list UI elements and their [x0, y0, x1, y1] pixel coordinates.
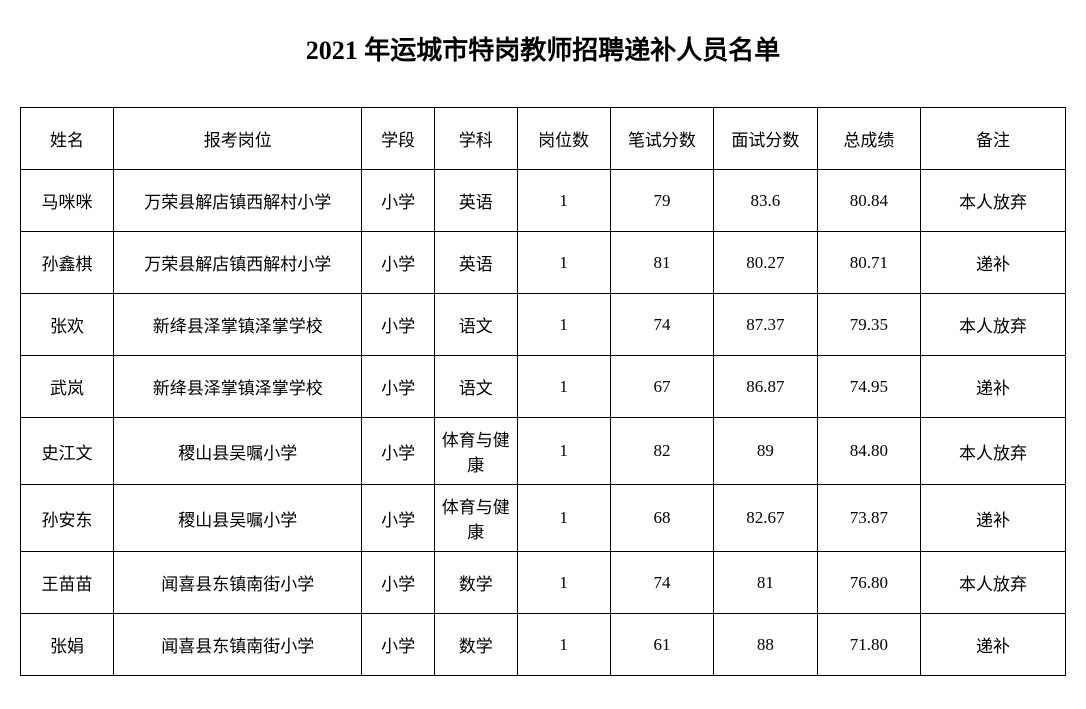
cell-postcount: 1 — [517, 418, 610, 485]
cell-position: 新绛县泽掌镇泽掌学校 — [114, 356, 362, 418]
cell-written: 74 — [610, 294, 713, 356]
cell-interview: 86.87 — [714, 356, 817, 418]
cell-subject: 数学 — [434, 552, 517, 614]
cell-name: 马咪咪 — [21, 170, 114, 232]
header-total: 总成绩 — [817, 108, 920, 170]
cell-remark: 递补 — [921, 614, 1066, 676]
cell-postcount: 1 — [517, 552, 610, 614]
cell-position: 稷山县吴嘱小学 — [114, 485, 362, 552]
cell-stage: 小学 — [362, 418, 434, 485]
cell-stage: 小学 — [362, 294, 434, 356]
cell-position: 万荣县解店镇西解村小学 — [114, 232, 362, 294]
cell-total: 80.71 — [817, 232, 920, 294]
cell-subject: 英语 — [434, 232, 517, 294]
cell-postcount: 1 — [517, 614, 610, 676]
cell-name: 孙安东 — [21, 485, 114, 552]
cell-remark: 本人放弃 — [921, 294, 1066, 356]
table-row: 张娟 闻喜县东镇南街小学 小学 数学 1 61 88 71.80 递补 — [21, 614, 1066, 676]
cell-stage: 小学 — [362, 485, 434, 552]
cell-name: 孙鑫棋 — [21, 232, 114, 294]
header-postcount: 岗位数 — [517, 108, 610, 170]
cell-written: 68 — [610, 485, 713, 552]
table-row: 武岚 新绛县泽掌镇泽掌学校 小学 语文 1 67 86.87 74.95 递补 — [21, 356, 1066, 418]
cell-postcount: 1 — [517, 294, 610, 356]
cell-subject: 语文 — [434, 294, 517, 356]
header-position: 报考岗位 — [114, 108, 362, 170]
cell-subject: 体育与健康 — [434, 485, 517, 552]
cell-subject: 体育与健康 — [434, 418, 517, 485]
table-row: 孙安东 稷山县吴嘱小学 小学 体育与健康 1 68 82.67 73.87 递补 — [21, 485, 1066, 552]
cell-total: 73.87 — [817, 485, 920, 552]
cell-total: 79.35 — [817, 294, 920, 356]
cell-stage: 小学 — [362, 356, 434, 418]
cell-total: 84.80 — [817, 418, 920, 485]
header-name: 姓名 — [21, 108, 114, 170]
cell-stage: 小学 — [362, 170, 434, 232]
header-written: 笔试分数 — [610, 108, 713, 170]
header-stage: 学段 — [362, 108, 434, 170]
cell-position: 新绛县泽掌镇泽掌学校 — [114, 294, 362, 356]
cell-written: 74 — [610, 552, 713, 614]
cell-interview: 83.6 — [714, 170, 817, 232]
cell-interview: 87.37 — [714, 294, 817, 356]
cell-stage: 小学 — [362, 232, 434, 294]
table-row: 史江文 稷山县吴嘱小学 小学 体育与健康 1 82 89 84.80 本人放弃 — [21, 418, 1066, 485]
personnel-table: 姓名 报考岗位 学段 学科 岗位数 笔试分数 面试分数 总成绩 备注 马咪咪 万… — [20, 107, 1066, 676]
cell-subject: 英语 — [434, 170, 517, 232]
header-subject: 学科 — [434, 108, 517, 170]
cell-remark: 递补 — [921, 356, 1066, 418]
cell-interview: 89 — [714, 418, 817, 485]
cell-postcount: 1 — [517, 356, 610, 418]
cell-postcount: 1 — [517, 232, 610, 294]
cell-total: 80.84 — [817, 170, 920, 232]
cell-written: 61 — [610, 614, 713, 676]
cell-subject: 数学 — [434, 614, 517, 676]
cell-stage: 小学 — [362, 614, 434, 676]
cell-interview: 82.67 — [714, 485, 817, 552]
cell-remark: 本人放弃 — [921, 552, 1066, 614]
cell-remark: 本人放弃 — [921, 418, 1066, 485]
cell-interview: 88 — [714, 614, 817, 676]
cell-written: 79 — [610, 170, 713, 232]
cell-position: 稷山县吴嘱小学 — [114, 418, 362, 485]
cell-interview: 80.27 — [714, 232, 817, 294]
header-remark: 备注 — [921, 108, 1066, 170]
cell-name: 张娟 — [21, 614, 114, 676]
cell-total: 71.80 — [817, 614, 920, 676]
cell-name: 张欢 — [21, 294, 114, 356]
cell-interview: 81 — [714, 552, 817, 614]
cell-subject: 语文 — [434, 356, 517, 418]
page-title: 2021 年运城市特岗教师招聘递补人员名单 — [20, 30, 1066, 67]
cell-postcount: 1 — [517, 485, 610, 552]
cell-name: 武岚 — [21, 356, 114, 418]
cell-remark: 递补 — [921, 232, 1066, 294]
table-row: 张欢 新绛县泽掌镇泽掌学校 小学 语文 1 74 87.37 79.35 本人放… — [21, 294, 1066, 356]
header-interview: 面试分数 — [714, 108, 817, 170]
table-body: 马咪咪 万荣县解店镇西解村小学 小学 英语 1 79 83.6 80.84 本人… — [21, 170, 1066, 676]
cell-total: 74.95 — [817, 356, 920, 418]
table-row: 王苗苗 闻喜县东镇南街小学 小学 数学 1 74 81 76.80 本人放弃 — [21, 552, 1066, 614]
cell-position: 万荣县解店镇西解村小学 — [114, 170, 362, 232]
cell-written: 81 — [610, 232, 713, 294]
table-header-row: 姓名 报考岗位 学段 学科 岗位数 笔试分数 面试分数 总成绩 备注 — [21, 108, 1066, 170]
cell-stage: 小学 — [362, 552, 434, 614]
cell-remark: 递补 — [921, 485, 1066, 552]
cell-postcount: 1 — [517, 170, 610, 232]
cell-position: 闻喜县东镇南街小学 — [114, 552, 362, 614]
cell-name: 史江文 — [21, 418, 114, 485]
cell-name: 王苗苗 — [21, 552, 114, 614]
cell-remark: 本人放弃 — [921, 170, 1066, 232]
cell-written: 67 — [610, 356, 713, 418]
cell-position: 闻喜县东镇南街小学 — [114, 614, 362, 676]
table-row: 马咪咪 万荣县解店镇西解村小学 小学 英语 1 79 83.6 80.84 本人… — [21, 170, 1066, 232]
table-row: 孙鑫棋 万荣县解店镇西解村小学 小学 英语 1 81 80.27 80.71 递… — [21, 232, 1066, 294]
cell-written: 82 — [610, 418, 713, 485]
cell-total: 76.80 — [817, 552, 920, 614]
